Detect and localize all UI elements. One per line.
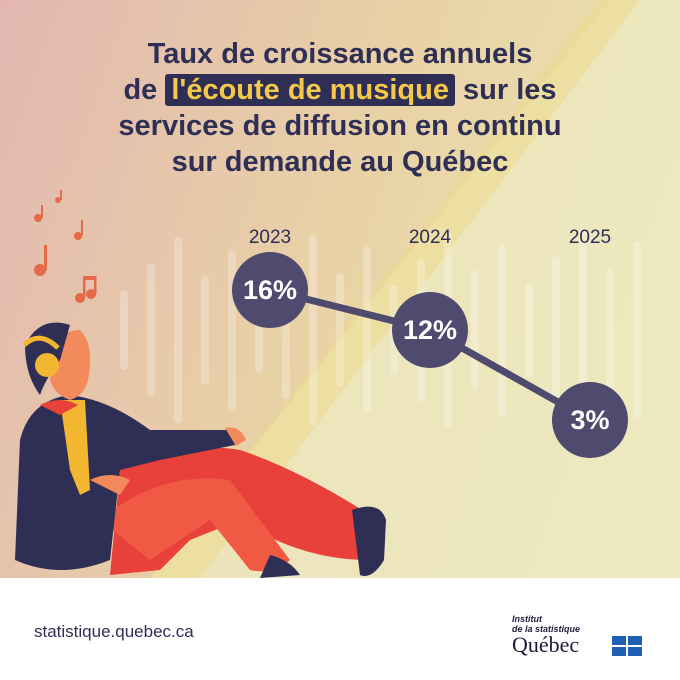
title-part: sur demande au Québec (171, 146, 509, 178)
person-illustration (15, 322, 386, 578)
data-point (552, 382, 628, 458)
equalizer-bar (336, 273, 344, 387)
logo-text: de la statistique (512, 624, 581, 634)
equalizer-bar (579, 229, 587, 431)
equalizer-bar (309, 234, 317, 426)
logo-text: Institut (512, 614, 542, 624)
title-part: sur les (463, 74, 557, 106)
title-highlight: l'écoute de musique (165, 74, 455, 106)
equalizer-bar (228, 249, 236, 411)
equalizer-bar (174, 237, 182, 423)
equalizer-bar (471, 270, 479, 390)
equalizer-bar (201, 275, 209, 385)
equalizer-bar (363, 246, 371, 414)
data-point (232, 252, 308, 328)
title-part: de (123, 74, 158, 106)
data-point (392, 292, 468, 368)
value-label: 16% (243, 275, 297, 305)
x-tick-label: 2024 (409, 227, 452, 248)
equalizer-bar (147, 263, 155, 397)
equalizer-bar (120, 290, 128, 370)
music-notes (34, 190, 97, 303)
logo: Institut de la statistique Québec (512, 614, 580, 656)
title-part: Taux de croissance annuels (147, 38, 533, 70)
flag-icon (612, 636, 642, 656)
equalizer-bar (552, 256, 560, 404)
chart-title: Taux de croissance annuels de l'écoute de… (0, 36, 680, 180)
x-tick-label: 2025 (569, 227, 611, 248)
x-tick-label: 2023 (249, 227, 291, 248)
value-label: 12% (403, 315, 457, 345)
equalizer-bar (525, 282, 533, 378)
footer-band (0, 578, 680, 680)
title-part: services de diffusion en continu (118, 110, 562, 142)
equalizer-bar (633, 241, 641, 419)
logo-text: Québec (512, 632, 580, 657)
equalizer-bar (498, 244, 506, 416)
equalizer-bar (606, 268, 614, 392)
value-label: 3% (570, 405, 609, 435)
light-beam (150, 0, 640, 578)
website-link[interactable]: statistique.quebec.ca (34, 622, 194, 641)
